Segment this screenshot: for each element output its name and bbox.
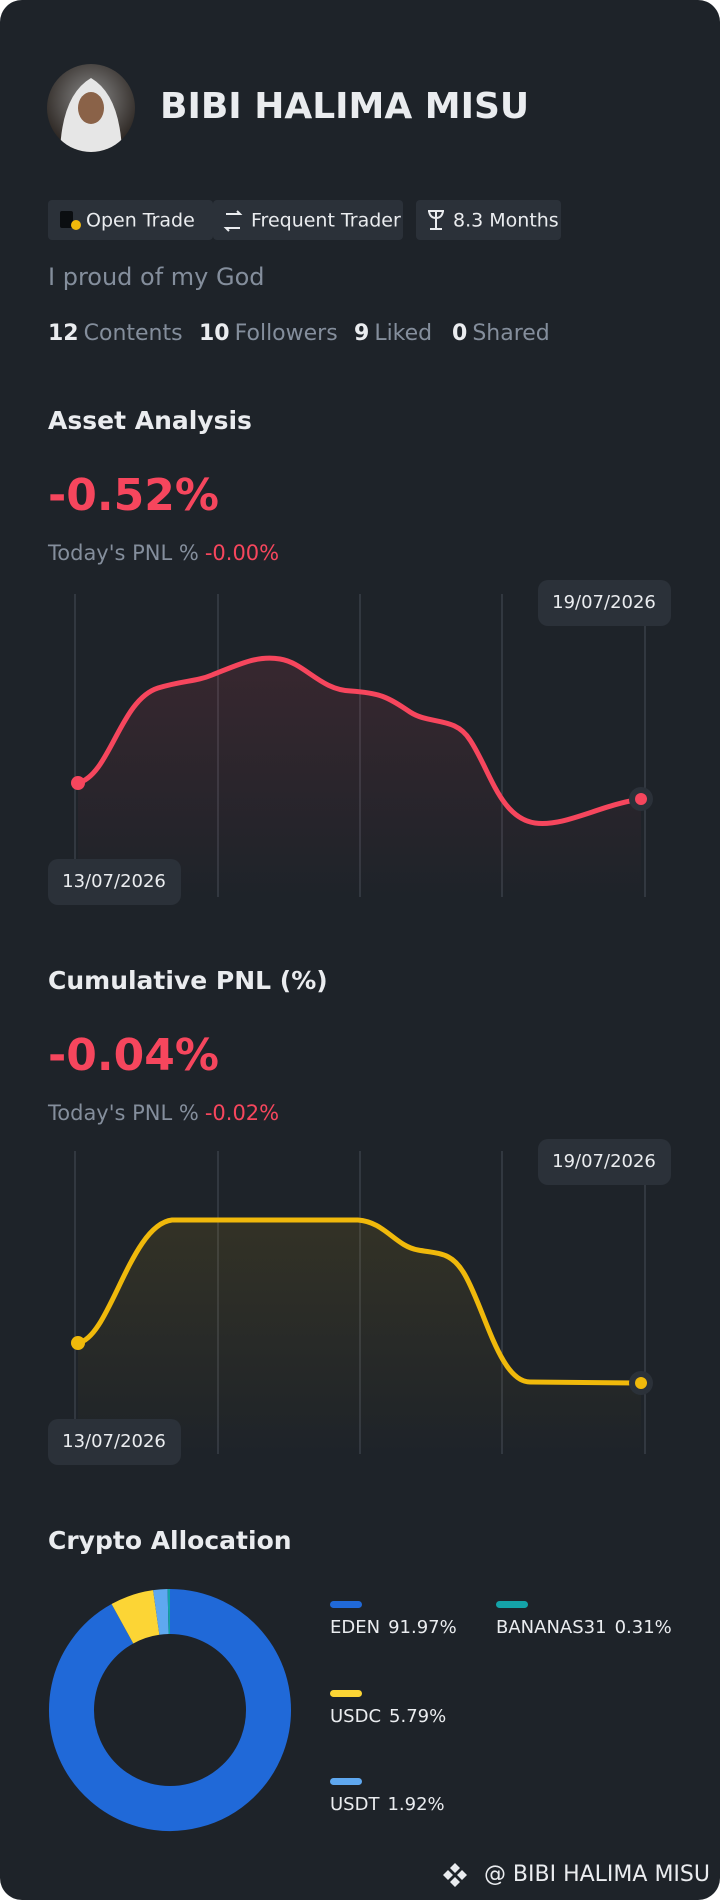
legend-name: USDT xyxy=(330,1794,380,1815)
bio: I proud of my God xyxy=(48,263,265,291)
tag-label: Open Trade xyxy=(86,210,195,232)
end-date: 19/07/2026 xyxy=(552,592,656,613)
pnl-value: -0.00% xyxy=(205,541,279,565)
legend-name: EDEN xyxy=(330,1617,380,1638)
end-date: 19/07/2026 xyxy=(552,1151,656,1172)
stat-label: Followers xyxy=(235,321,338,346)
legend-swatch xyxy=(330,1601,362,1608)
legend-value: 5.79% xyxy=(389,1706,446,1727)
stat-value: 9 xyxy=(354,321,369,346)
stat-label: Liked xyxy=(374,321,432,346)
big-value: -0.04% xyxy=(48,1030,219,1081)
legend-name: USDC xyxy=(330,1706,381,1727)
tag-label: 8.3 Months xyxy=(453,210,559,232)
big-value: -0.52% xyxy=(48,470,219,521)
start-dot xyxy=(71,1336,85,1350)
legend-value: 1.92% xyxy=(387,1794,444,1815)
pnl-value: -0.02% xyxy=(205,1101,279,1125)
stat-label: Contents xyxy=(84,321,183,346)
pnl-label: Today's PNL % xyxy=(47,1101,199,1125)
section-title: Cumulative PNL (%) xyxy=(48,966,328,995)
avatar xyxy=(47,64,135,152)
legend-value: 0.31% xyxy=(615,1617,672,1638)
legend-entry: USDT 1.92% xyxy=(330,1794,445,1815)
legend-swatch xyxy=(330,1778,362,1785)
legend-entry: EDEN 91.97% xyxy=(330,1617,457,1638)
legend-entry: BANANAS31 0.31% xyxy=(496,1617,672,1638)
footer-handle: @ BIBI HALIMA MISU xyxy=(484,1862,710,1887)
pnl-label: Today's PNL % xyxy=(47,541,199,565)
end-dot xyxy=(635,1377,647,1389)
end-dot xyxy=(635,793,647,805)
section-title: Asset Analysis xyxy=(48,406,252,435)
start-date: 13/07/2026 xyxy=(62,1431,166,1452)
section-title: Crypto Allocation xyxy=(48,1526,292,1555)
stat-value: 12 xyxy=(48,321,79,346)
tag-icon xyxy=(71,220,81,230)
start-dot xyxy=(71,776,85,790)
profile-name: BIBI HALIMA MISU xyxy=(160,86,529,127)
legend-swatch xyxy=(330,1690,362,1697)
donut-segment xyxy=(156,1612,168,1613)
stat-label: Shared xyxy=(472,321,549,346)
legend-value: 91.97% xyxy=(388,1617,457,1638)
pnl-line: Today's PNL %-0.00% xyxy=(47,541,279,565)
stat-value: 10 xyxy=(199,321,230,346)
legend-entry: USDC 5.79% xyxy=(330,1706,446,1727)
pnl-line: Today's PNL %-0.02% xyxy=(47,1101,279,1125)
stat-value: 0 xyxy=(452,321,467,346)
start-date: 13/07/2026 xyxy=(62,871,166,892)
legend-swatch xyxy=(496,1601,528,1608)
donut-segment xyxy=(122,1612,156,1623)
tag-label: Frequent Trader xyxy=(251,210,401,232)
legend-name: BANANAS31 xyxy=(496,1617,607,1638)
